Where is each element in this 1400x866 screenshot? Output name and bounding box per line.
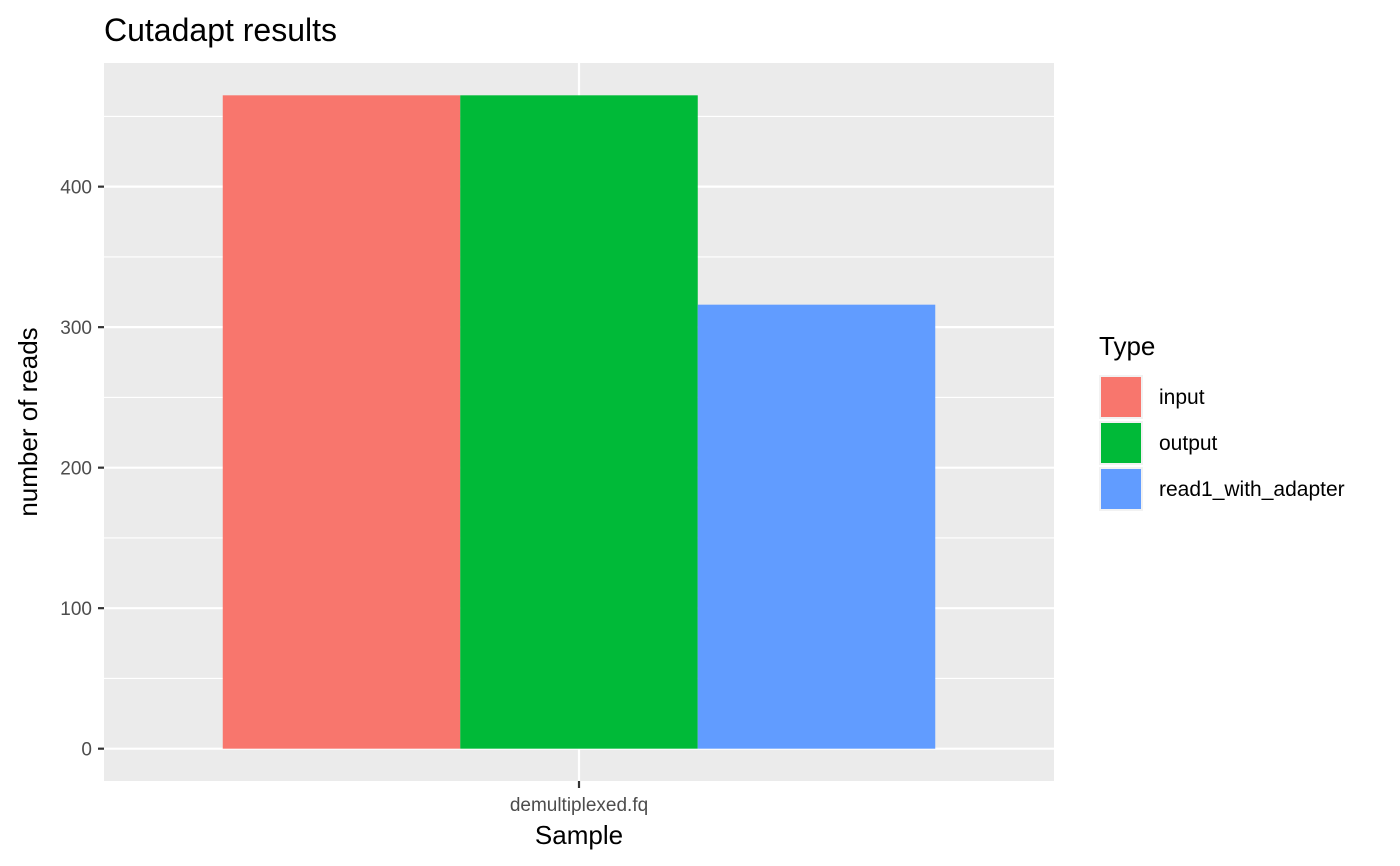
legend: Type input output read1_with_adapter bbox=[1099, 331, 1345, 511]
x-axis-title: Sample bbox=[535, 820, 623, 850]
legend-label: read1_with_adapter bbox=[1159, 478, 1345, 501]
chart-title: Cutadapt results bbox=[104, 12, 337, 48]
y-tick-label: 0 bbox=[81, 740, 92, 761]
y-tick-label: 400 bbox=[60, 178, 92, 199]
bar bbox=[697, 304, 936, 749]
legend-label: input bbox=[1159, 386, 1205, 409]
x-tick-label: demultiplexed.fq bbox=[510, 795, 648, 816]
bars bbox=[222, 95, 936, 749]
bar bbox=[460, 95, 698, 749]
y-tick-label: 300 bbox=[60, 318, 92, 339]
legend-label: output bbox=[1159, 432, 1218, 455]
legend-key bbox=[1101, 469, 1141, 509]
legend-key bbox=[1101, 377, 1141, 417]
x-axis: demultiplexed.fq bbox=[510, 781, 648, 816]
y-tick-label: 100 bbox=[60, 599, 92, 620]
y-tick-label: 200 bbox=[60, 459, 92, 480]
legend-title: Type bbox=[1099, 331, 1155, 361]
legend-key bbox=[1101, 423, 1141, 463]
y-axis-title: number of reads bbox=[13, 327, 43, 516]
y-axis: 0 100 200 300 400 bbox=[60, 178, 104, 761]
bar bbox=[222, 95, 461, 749]
